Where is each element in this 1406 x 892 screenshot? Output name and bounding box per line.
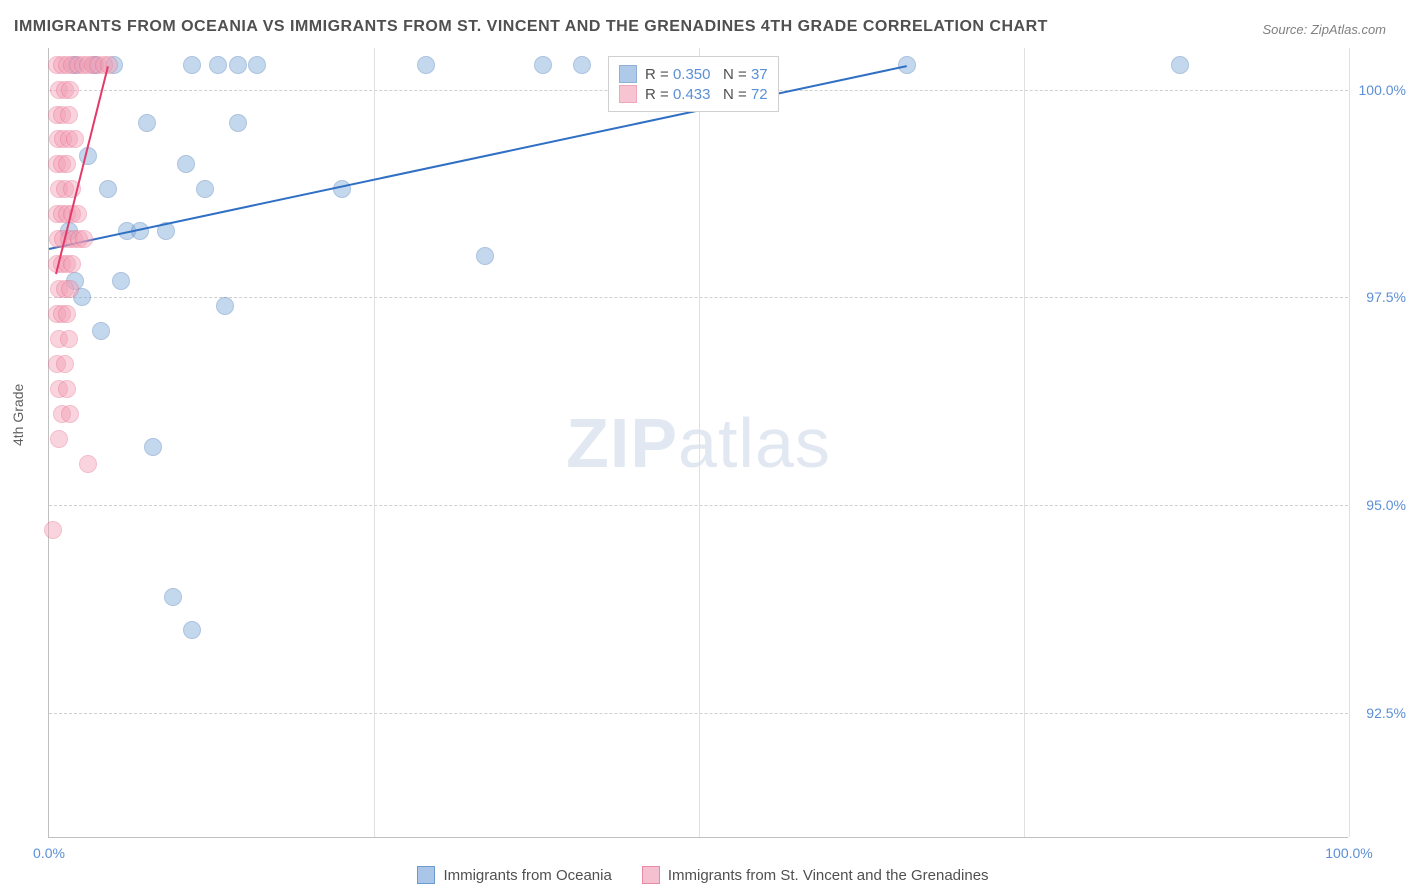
data-point <box>196 180 214 198</box>
data-point <box>248 56 266 74</box>
data-point <box>58 305 76 323</box>
chart-title: IMMIGRANTS FROM OCEANIA VS IMMIGRANTS FR… <box>14 18 1048 36</box>
y-tick-label: 100.0% <box>1359 82 1406 98</box>
gridline-vertical <box>1024 48 1025 837</box>
data-point <box>50 430 68 448</box>
source-attribution: Source: ZipAtlas.com <box>1262 22 1386 37</box>
data-point <box>476 247 494 265</box>
data-point <box>417 56 435 74</box>
data-point <box>60 330 78 348</box>
data-point <box>333 180 351 198</box>
data-point <box>183 56 201 74</box>
legend-row: R = 0.433 N = 72 <box>619 85 768 103</box>
data-point <box>1171 56 1189 74</box>
watermark-zip: ZIP <box>566 404 678 482</box>
legend-swatch <box>417 866 435 884</box>
data-point <box>112 272 130 290</box>
legend-swatch <box>619 85 637 103</box>
data-point <box>898 56 916 74</box>
data-point <box>229 114 247 132</box>
data-point <box>61 81 79 99</box>
data-point <box>534 56 552 74</box>
plot-area: ZIPatlas 92.5%95.0%97.5%100.0%0.0%100.0%… <box>48 48 1348 838</box>
y-tick-label: 97.5% <box>1366 289 1406 305</box>
data-point <box>99 180 117 198</box>
data-point <box>100 56 118 74</box>
x-tick-label: 100.0% <box>1325 845 1372 861</box>
x-tick-label: 0.0% <box>33 845 65 861</box>
gridline-vertical <box>1349 48 1350 837</box>
data-point <box>229 56 247 74</box>
data-point <box>79 455 97 473</box>
legend-swatch <box>642 866 660 884</box>
data-point <box>61 405 79 423</box>
watermark-atlas: atlas <box>678 404 831 482</box>
legend-bottom-item: Immigrants from Oceania <box>417 866 611 884</box>
data-point <box>58 155 76 173</box>
data-point <box>183 621 201 639</box>
data-point <box>573 56 591 74</box>
y-tick-label: 95.0% <box>1366 497 1406 513</box>
data-point <box>60 106 78 124</box>
legend-stat-text: R = 0.433 N = 72 <box>645 86 768 103</box>
data-point <box>56 355 74 373</box>
legend-bottom-item: Immigrants from St. Vincent and the Gren… <box>642 866 989 884</box>
data-point <box>138 114 156 132</box>
gridline-vertical <box>374 48 375 837</box>
legend-stat-text: R = 0.350 N = 37 <box>645 66 768 83</box>
data-point <box>66 130 84 148</box>
data-point <box>209 56 227 74</box>
data-point <box>44 521 62 539</box>
data-point <box>92 322 110 340</box>
legend-correlation-box: R = 0.350 N = 37 R = 0.433 N = 72 <box>608 56 779 112</box>
data-point <box>63 255 81 273</box>
data-point <box>75 230 93 248</box>
data-point <box>216 297 234 315</box>
data-point <box>144 438 162 456</box>
data-point <box>61 280 79 298</box>
legend-row: R = 0.350 N = 37 <box>619 65 768 83</box>
data-point <box>58 380 76 398</box>
y-tick-label: 92.5% <box>1366 705 1406 721</box>
legend-label: Immigrants from St. Vincent and the Gren… <box>668 867 989 884</box>
legend-swatch <box>619 65 637 83</box>
data-point <box>177 155 195 173</box>
legend-label: Immigrants from Oceania <box>443 867 611 884</box>
gridline-vertical <box>699 48 700 837</box>
y-axis-label: 4th Grade <box>10 384 26 446</box>
legend-bottom: Immigrants from Oceania Immigrants from S… <box>0 866 1406 884</box>
data-point <box>164 588 182 606</box>
